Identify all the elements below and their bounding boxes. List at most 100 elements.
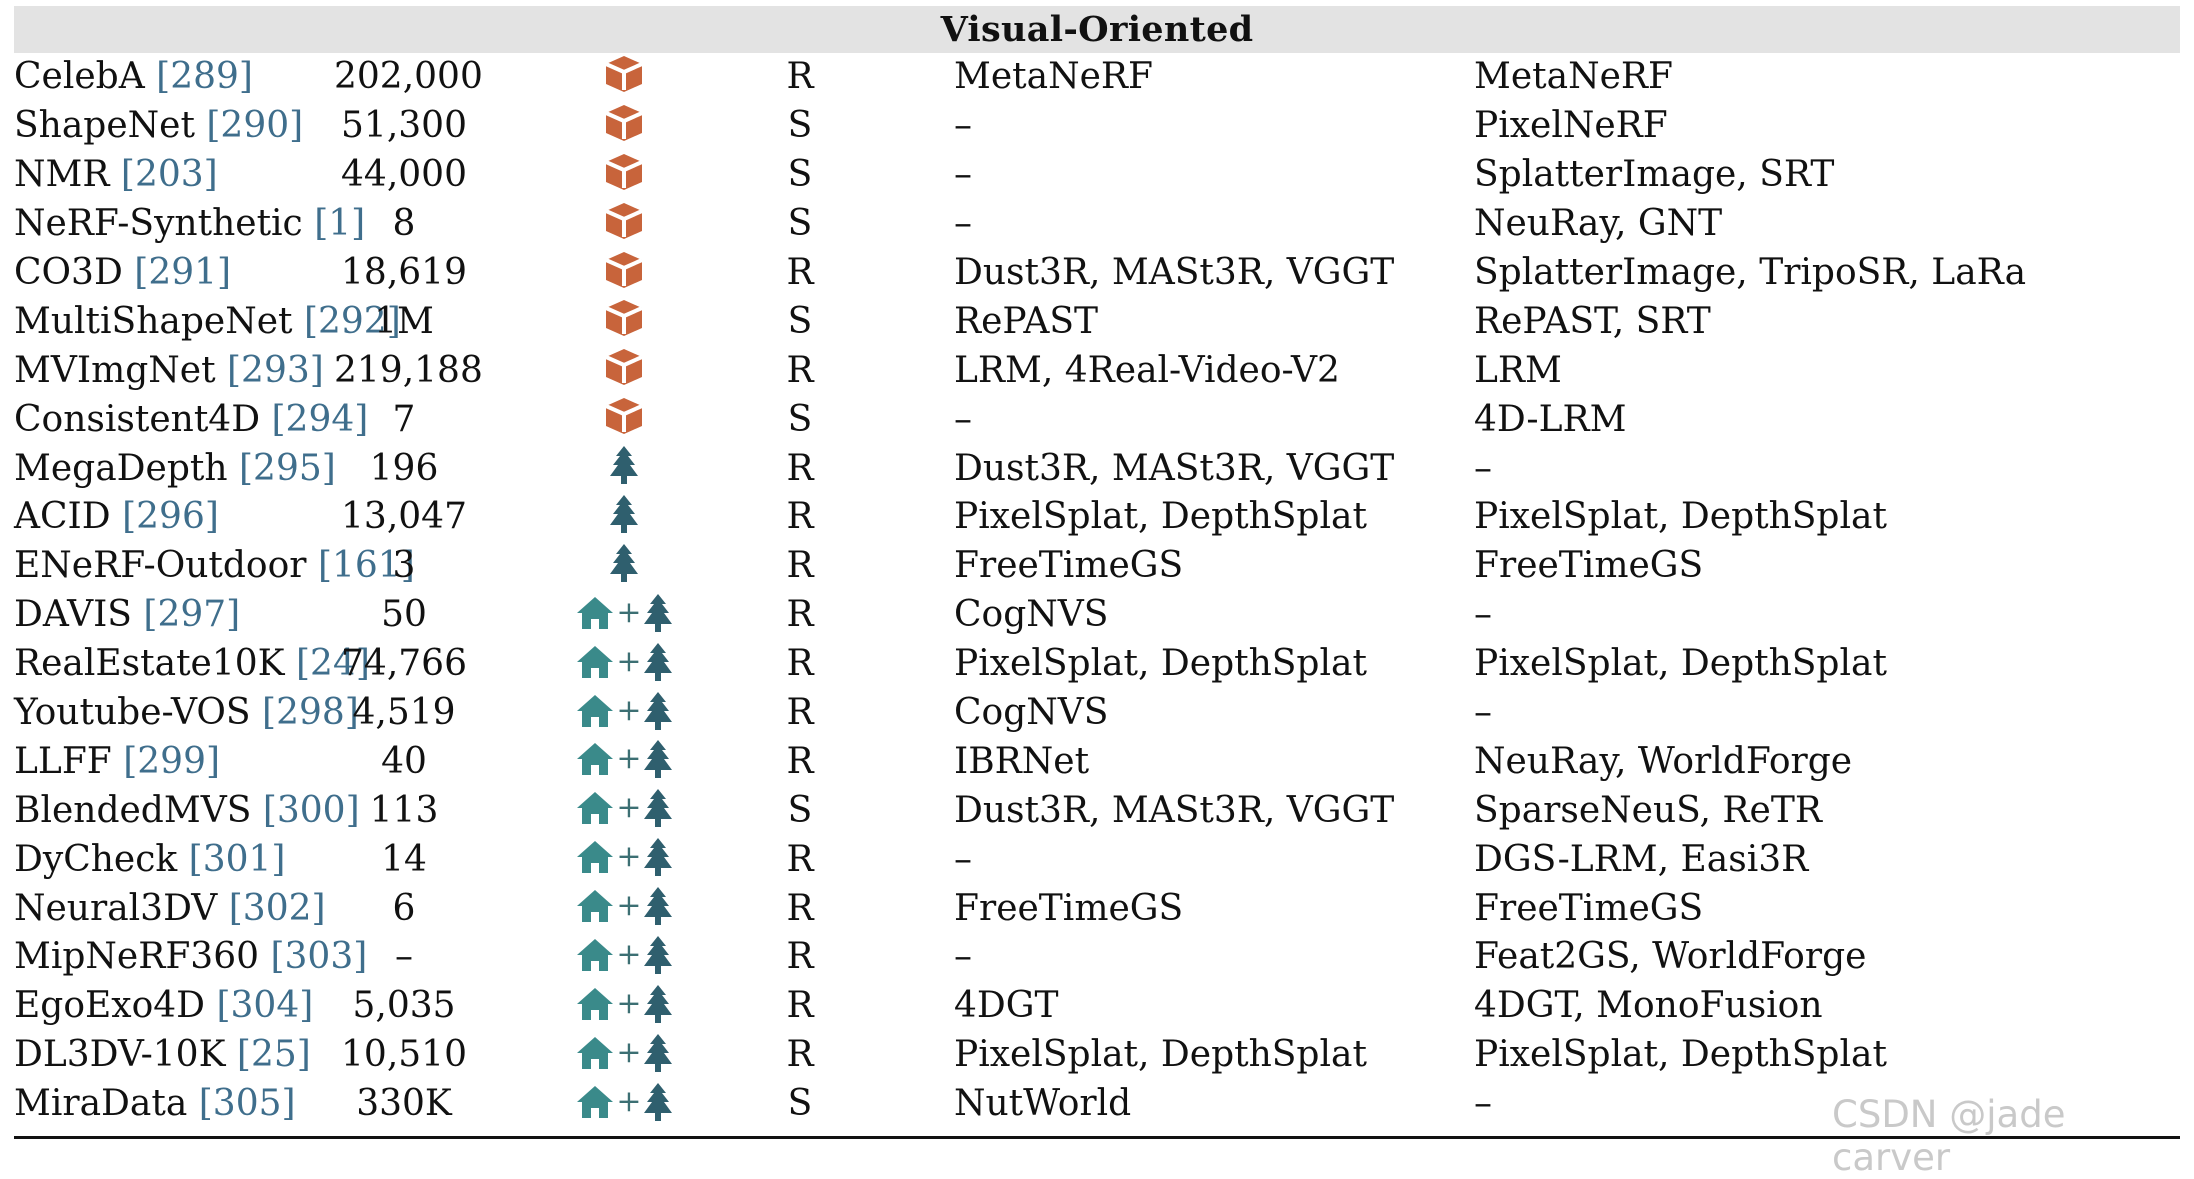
scene-type-cell: +	[474, 689, 774, 738]
citation-link[interactable]: [301]	[188, 838, 286, 880]
citation-link[interactable]: [305]	[198, 1083, 296, 1125]
count-cell: 40	[381, 740, 427, 782]
dataset-name-cell: ENeRF-Outdoor [161]	[14, 542, 415, 591]
count-cell: 8	[392, 203, 416, 245]
scene-type-cell	[474, 200, 774, 249]
column-gap	[826, 395, 954, 444]
methods-a-cell: –	[954, 398, 972, 440]
scene-type-cell: +	[474, 835, 774, 884]
methods-a-cell: –	[954, 203, 972, 245]
methods-b-cell: MetaNeRF	[1474, 56, 1673, 98]
tree-icon	[643, 1082, 672, 1121]
count-cell: 3	[392, 545, 416, 587]
methods-a-cell: IBRNet	[954, 740, 1090, 782]
dataset-name: Youtube-VOS	[14, 692, 251, 734]
scene-type-cell: +	[474, 884, 774, 933]
dataset-name: BlendedMVS	[14, 789, 252, 831]
plus-icon: +	[616, 985, 642, 1021]
scene-type-cell: +	[474, 591, 774, 640]
dataset-name: DAVIS	[14, 594, 132, 636]
data-type-cell: R	[786, 349, 814, 391]
scene-type-cell: +	[474, 1031, 774, 1080]
methods-a-cell: Dust3R, MASt3R, VGGT	[954, 252, 1395, 293]
data-type-cell: R	[786, 985, 814, 1027]
methods-a-cell: CogNVS	[954, 692, 1109, 734]
count-cell: 6	[392, 887, 416, 929]
table-row: DyCheck [301] 14 + R – DGS-LRM, Easi3R	[14, 835, 2180, 884]
table-row: NeRF-Synthetic [1] 8 S – NeuRay, GNT	[14, 200, 2180, 249]
citation-link[interactable]: [303]	[270, 936, 368, 978]
table-row: MegaDepth [295] 196 R Dust3R, MASt3R, VGGT…	[14, 444, 2180, 493]
citation-link[interactable]: [1]	[314, 203, 366, 245]
citation-link[interactable]: [293]	[227, 349, 324, 391]
dataset-name: CelebA	[14, 56, 145, 98]
citation-link[interactable]: [300]	[262, 789, 360, 831]
scene-type-cell: +	[474, 640, 774, 689]
citation-link[interactable]: [290]	[206, 105, 304, 147]
citation-link[interactable]: [295]	[239, 447, 336, 489]
citation-link[interactable]: [289]	[156, 56, 253, 98]
citation-link[interactable]: [161]	[317, 545, 415, 587]
column-gap	[826, 1031, 954, 1080]
methods-a-cell: FreeTimeGS	[954, 887, 1184, 929]
citation-link[interactable]: [299]	[123, 740, 221, 782]
tree-icon	[609, 494, 639, 534]
data-type-cell: R	[786, 936, 814, 978]
data-type-cell: R	[786, 496, 814, 538]
count-cell: 51,300	[341, 105, 467, 147]
scene-type-cell: +	[474, 982, 774, 1031]
data-type-cell: S	[787, 789, 813, 831]
citation-link[interactable]: [25]	[236, 1034, 311, 1076]
tree-icon	[643, 740, 672, 779]
table-row: BlendedMVS [300] 113 + S Dust3R, MASt3R, VG…	[14, 786, 2180, 835]
table-row: LLFF [299] 40 + R IBRNet NeuRay, WorldForge	[14, 737, 2180, 786]
citation-link[interactable]: [304]	[216, 985, 314, 1027]
citation-link[interactable]: [291]	[134, 252, 232, 293]
dataset-name: DL3DV-10K	[14, 1034, 226, 1076]
citation-link[interactable]: [24]	[296, 643, 370, 685]
methods-b-cell: NeuRay, WorldForge	[1474, 740, 1853, 782]
data-type-cell: S	[787, 154, 813, 196]
tree-icon	[643, 935, 672, 974]
methods-a-cell: CogNVS	[954, 594, 1109, 636]
cube-icon	[603, 250, 645, 290]
plus-icon: +	[616, 741, 642, 777]
table-row: Consistent4D [294] 7 S – 4D-LRM	[14, 395, 2180, 444]
house-icon	[577, 596, 614, 629]
dataset-name-cell: DyCheck [301]	[14, 835, 334, 884]
cube-icon	[605, 104, 643, 141]
table-row: CO3D [291] 18,619 R Dust3R, MASt3R, VGGT Sp…	[14, 249, 2180, 298]
citation-link[interactable]: [296]	[122, 496, 219, 538]
cube-icon	[603, 396, 645, 436]
citation-link[interactable]: [294]	[271, 398, 369, 440]
house-tree-icon: +	[575, 837, 672, 877]
table-row: MipNeRF360 [303] – + R – Feat2GS, WorldForge	[14, 933, 2180, 982]
column-gap	[826, 297, 954, 346]
column-gap	[826, 982, 954, 1031]
watermark: CSDN @jade carver	[1832, 1093, 2066, 1179]
scene-type-cell	[474, 395, 774, 444]
scene-type-cell: +	[474, 1080, 774, 1129]
table-row: Neural3DV [302] 6 + R FreeTimeGS FreeTimeGS	[14, 884, 2180, 933]
dataset-name: ACID	[14, 496, 111, 538]
methods-b-cell: DGS-LRM, Easi3R	[1474, 838, 1809, 880]
house-icon	[577, 841, 614, 874]
tree-icon	[643, 642, 672, 681]
column-gap	[826, 200, 954, 249]
citation-link[interactable]: [298]	[262, 692, 359, 734]
citation-link[interactable]: [297]	[143, 594, 241, 636]
citation-link[interactable]: [203]	[120, 154, 218, 196]
count-cell: 219,188	[334, 349, 483, 391]
dataset-name-cell: DL3DV-10K [25]	[14, 1031, 334, 1080]
house-icon	[577, 645, 614, 678]
citation-link[interactable]: [292]	[303, 300, 401, 342]
house-tree-icon: +	[575, 642, 672, 682]
tree-icon	[609, 543, 639, 583]
methods-a-cell: NutWorld	[954, 1083, 1132, 1125]
house-tree-icon: +	[575, 788, 672, 828]
citation-link[interactable]: [302]	[228, 887, 326, 929]
methods-a-cell: –	[954, 105, 972, 147]
cube-icon	[605, 153, 643, 190]
dataset-name: NeRF-Synthetic	[14, 203, 303, 245]
plus-icon: +	[616, 692, 642, 728]
